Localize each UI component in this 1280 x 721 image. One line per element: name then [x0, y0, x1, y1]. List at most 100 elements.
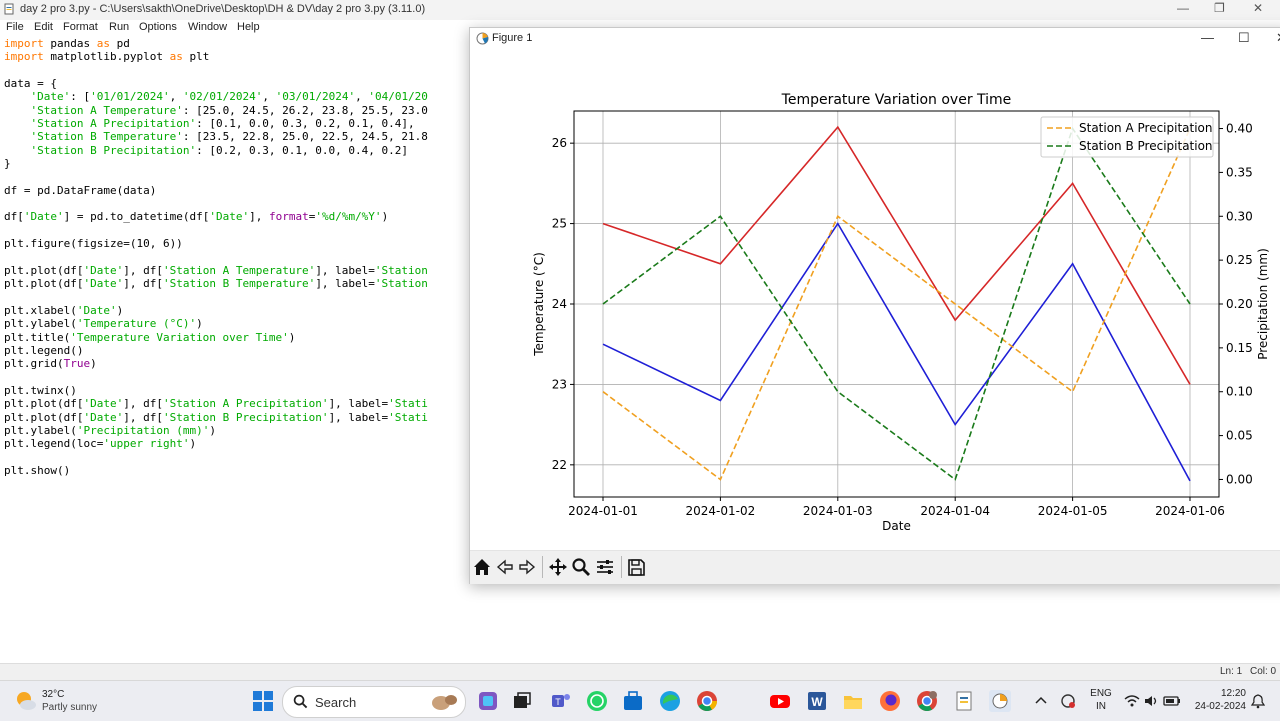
chevron-up-icon[interactable] [1034, 694, 1048, 708]
store-icon[interactable] [622, 690, 644, 712]
zoom-icon[interactable] [571, 557, 591, 577]
code-line[interactable]: import pandas as pd [4, 37, 130, 50]
close-button[interactable]: ✕ [1253, 1, 1264, 15]
idle-icon[interactable] [953, 690, 975, 712]
save-icon[interactable] [626, 557, 646, 577]
chrome-profile-icon[interactable] [916, 690, 938, 712]
code-line[interactable]: df = pd.DataFrame(data) [4, 183, 157, 197]
code-line[interactable]: ​ [4, 371, 428, 384]
menu-window[interactable]: Window [188, 21, 228, 33]
whatsapp-icon[interactable] [586, 690, 608, 712]
plot-area[interactable]: 2024-01-01 2024-01-02 2024-01-03 2024-01-04… [470, 50, 1280, 550]
weather-icon[interactable] [14, 689, 38, 713]
code-line[interactable]: plt.twinx() [4, 383, 77, 397]
figure-maximize-button[interactable]: ☐ [1238, 30, 1250, 45]
search-highlight-icon [432, 695, 457, 710]
code-line[interactable]: plt.plot(df['Date'], df['Station B Preci… [4, 410, 428, 424]
teams-icon[interactable]: T [550, 690, 572, 712]
maximize-button[interactable]: ❐ [1214, 1, 1225, 15]
search-icon [293, 694, 308, 709]
code-line[interactable]: plt.show() [4, 464, 71, 477]
file-explorer-icon[interactable] [842, 690, 864, 712]
volume-icon[interactable] [1143, 693, 1159, 709]
back-arrow-icon[interactable] [495, 557, 515, 577]
code-line[interactable]: plt.grid(True) [4, 357, 97, 371]
y2-tick-label: 0.05 [1226, 429, 1253, 443]
task-view-icon[interactable] [511, 690, 533, 712]
code-line[interactable]: plt.plot(df['Date'], df['Station A Tempe… [4, 263, 428, 277]
menu-edit[interactable]: Edit [34, 21, 53, 33]
status-col: Col: 0 [1250, 666, 1277, 677]
figure-minimize-button[interactable]: — [1201, 30, 1214, 45]
firefox-icon[interactable] [879, 690, 901, 712]
y-tick-label: 23 [552, 377, 567, 391]
code-line[interactable]: ​ [4, 64, 428, 77]
configure-subplots-icon[interactable] [595, 557, 615, 577]
legend-label-a: Station A Precipitation [1079, 121, 1213, 135]
home-icon[interactable] [472, 557, 492, 577]
weather-temperature: 32°C [42, 689, 65, 700]
code-line[interactable]: plt.plot(df['Date'], df['Station B Tempe… [4, 277, 428, 291]
widgets-icon[interactable] [477, 690, 499, 712]
weather-description: Partly sunny [42, 702, 98, 713]
code-line[interactable]: ​ [4, 451, 428, 464]
clock-date[interactable]: 24-02-2024 [1194, 701, 1246, 712]
series-line-3 [602, 126, 1191, 481]
code-line[interactable]: df['Date'] = pd.to_datetime(df['Date'], … [4, 210, 389, 224]
y2-tick-label: 0.15 [1226, 341, 1253, 355]
code-line[interactable]: 'Station A Temperature': [25.0, 24.5, 26… [30, 103, 428, 117]
code-line[interactable]: ​ [4, 170, 428, 183]
code-line[interactable]: 'Station A Precipitation': [0.1, 0.0, 0.… [30, 117, 415, 131]
youtube-icon[interactable] [769, 690, 791, 712]
word-icon[interactable]: W [806, 690, 828, 712]
edge-icon[interactable] [659, 690, 681, 712]
figure-title: Figure 1 [492, 32, 533, 44]
battery-icon[interactable] [1163, 693, 1181, 709]
code-line[interactable]: plt.legend(loc='upper right') [4, 437, 197, 451]
legend-label-b: Station B Precipitation [1079, 139, 1213, 153]
menu-file[interactable]: File [6, 21, 24, 33]
code-line[interactable]: data = { [4, 77, 57, 91]
x-tick-label: 2024-01-01 [568, 504, 638, 518]
code-line[interactable]: ​ [4, 251, 428, 264]
language-region[interactable]: IN [1096, 701, 1106, 712]
code-line[interactable]: 'Date': ['01/01/2024', '02/01/2024', '03… [30, 90, 428, 104]
code-text[interactable]: import pandas as pd import matplotlib.pyp… [4, 37, 428, 477]
code-line[interactable]: } [4, 157, 11, 171]
minimize-button[interactable]: — [1177, 1, 1189, 15]
menu-format[interactable]: Format [63, 21, 98, 33]
code-line[interactable]: plt.ylabel('Precipitation (mm)') [4, 423, 216, 437]
code-line[interactable]: plt.figure(figsize=(10, 6)) [4, 237, 183, 251]
code-line[interactable]: ​ [4, 291, 428, 304]
status-bar: Ln: 1 Col: 0 [0, 663, 1280, 681]
menu-run[interactable]: Run [109, 21, 130, 33]
clock-time[interactable]: 12:20 [1220, 688, 1246, 699]
security-icon[interactable] [1060, 693, 1076, 709]
code-line[interactable]: ​ [4, 197, 428, 210]
code-line[interactable]: plt.plot(df['Date'], df['Station A Preci… [4, 397, 428, 411]
svg-text:T: T [555, 697, 561, 707]
start-icon[interactable] [252, 690, 274, 712]
pan-icon[interactable] [548, 557, 568, 577]
code-line[interactable]: plt.legend() [4, 343, 84, 357]
code-line[interactable]: import matplotlib.pyplot as plt [4, 50, 210, 64]
wifi-icon[interactable] [1124, 693, 1140, 709]
code-line[interactable]: plt.xlabel('Date') [4, 303, 124, 317]
code-line[interactable]: ​ [4, 224, 428, 237]
language-code[interactable]: ENG [1090, 688, 1112, 699]
forward-arrow-icon[interactable] [517, 557, 537, 577]
chrome-icon[interactable] [696, 690, 718, 712]
y-tick-label: 25 [552, 217, 567, 231]
menu-options[interactable]: Options [139, 21, 177, 33]
menu-help[interactable]: Help [237, 21, 260, 33]
figure-close-button[interactable]: ✕ [1276, 30, 1280, 46]
code-line[interactable]: 'Station B Precipitation': [0.2, 0.3, 0.… [30, 143, 409, 157]
taskbar-search[interactable]: Search [282, 686, 466, 718]
code-line[interactable]: plt.ylabel('Temperature (°C)') [4, 317, 203, 331]
code-line[interactable]: 'Station B Temperature': [23.5, 22.8, 25… [30, 130, 428, 144]
python-figure-icon[interactable] [989, 690, 1011, 712]
y2-tick-label: 0.00 [1226, 472, 1253, 486]
y2-tick-label: 0.25 [1226, 253, 1253, 267]
code-line[interactable]: plt.title('Temperature Variation over Ti… [4, 330, 296, 344]
notification-icon[interactable] [1251, 693, 1265, 709]
